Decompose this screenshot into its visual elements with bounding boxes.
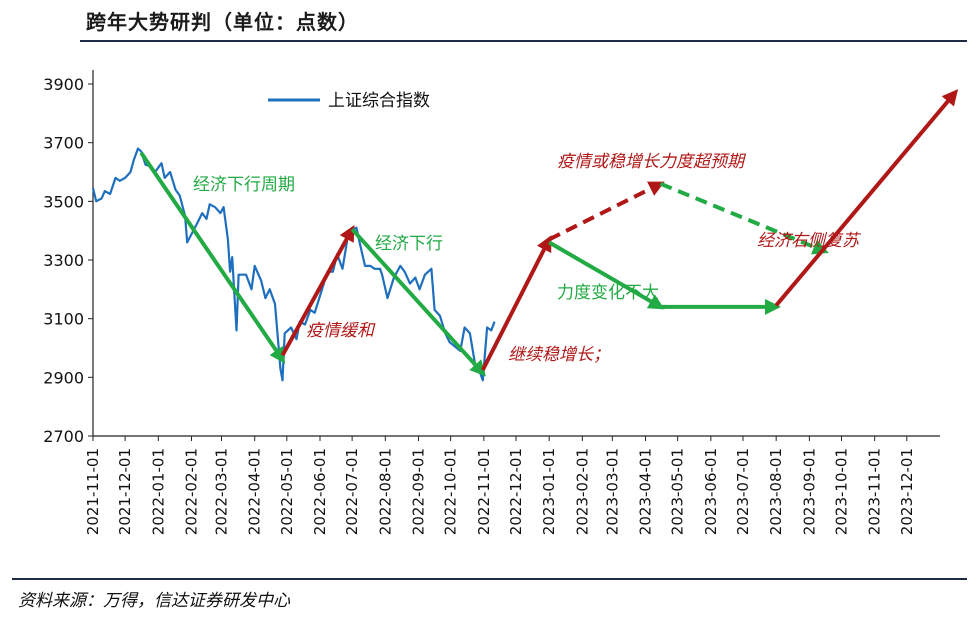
x-tick-label: 2023-06-01 <box>702 448 720 535</box>
x-tick-label: 2022-09-01 <box>410 448 428 535</box>
annotation-label: 经济右侧复苏 <box>757 231 862 251</box>
x-tick-label: 2023-10-01 <box>832 448 850 535</box>
page-title: 跨年大势研判（单位：点数） <box>86 10 359 34</box>
arrow-layer <box>139 89 959 377</box>
y-tick-label: 3900 <box>43 75 84 94</box>
x-tick-label: 2023-05-01 <box>669 448 687 535</box>
y-tick-label: 3300 <box>43 251 84 270</box>
annotation-label: 疫情或稳增长力度超预期 <box>557 152 747 172</box>
x-tick-label: 2023-09-01 <box>800 448 818 535</box>
annotation-label: 继续稳增长； <box>508 345 610 365</box>
x-tick-label: 2023-07-01 <box>734 448 752 535</box>
x-tick-label: 2022-10-01 <box>442 448 460 535</box>
annotation-label: 力度变化不大 <box>557 283 659 303</box>
trend-arrow-green <box>139 151 286 364</box>
x-tick-label: 2023-02-01 <box>573 448 591 535</box>
x-tick-label: 2023-03-01 <box>603 448 621 535</box>
trend-arrow-green <box>548 240 665 310</box>
y-tick-label: 3100 <box>43 310 84 329</box>
trend-arrow-red <box>480 235 552 371</box>
x-tick-label: 2023-08-01 <box>767 448 785 535</box>
x-tick-label: 2021-11-01 <box>84 448 102 535</box>
x-tick-label: 2022-12-01 <box>507 448 525 535</box>
trend-arrow-green <box>659 181 829 255</box>
x-tick-label: 2022-03-01 <box>212 448 230 535</box>
x-tick-label: 2023-11-01 <box>866 448 884 535</box>
x-tick-label: 2023-12-01 <box>898 448 916 535</box>
trend-arrow-red <box>280 224 355 357</box>
title-rule <box>80 40 967 42</box>
y-tick-label: 2700 <box>43 427 84 446</box>
legend-label: 上证综合指数 <box>328 91 430 111</box>
annotation-label: 疫情缓和 <box>306 321 376 341</box>
x-tick-label: 2022-05-01 <box>278 448 296 535</box>
x-tick-label: 2023-04-01 <box>637 448 655 535</box>
x-tick-label: 2022-02-01 <box>183 448 201 535</box>
annotation-label: 经济下行周期 <box>193 175 295 195</box>
trend-arrow-red <box>774 89 959 307</box>
x-tick-label: 2022-04-01 <box>246 448 264 535</box>
series-line-0 <box>91 147 496 382</box>
trend-arrow-green <box>350 227 486 377</box>
x-tick-label: 2022-07-01 <box>343 448 361 535</box>
x-tick-label: 2022-01-01 <box>149 448 167 535</box>
x-tick-label: 2022-08-01 <box>376 448 394 535</box>
x-tick-label: 2022-11-01 <box>475 448 493 535</box>
x-tick-label: 2022-06-01 <box>311 448 329 535</box>
series-layer <box>91 147 496 382</box>
y-tick-label: 3700 <box>43 134 84 153</box>
y-tick-label: 2900 <box>43 368 84 387</box>
x-tick-label: 2021-12-01 <box>116 448 134 535</box>
y-tick-label: 3500 <box>43 192 84 211</box>
trend-arrow-red <box>548 181 665 242</box>
source-note: 资料来源：万得，信达证券研发中心 <box>18 591 290 611</box>
footer-rule <box>12 578 967 580</box>
annotation-label: 经济下行 <box>375 234 443 254</box>
x-tick-label: 2023-01-01 <box>540 448 558 535</box>
